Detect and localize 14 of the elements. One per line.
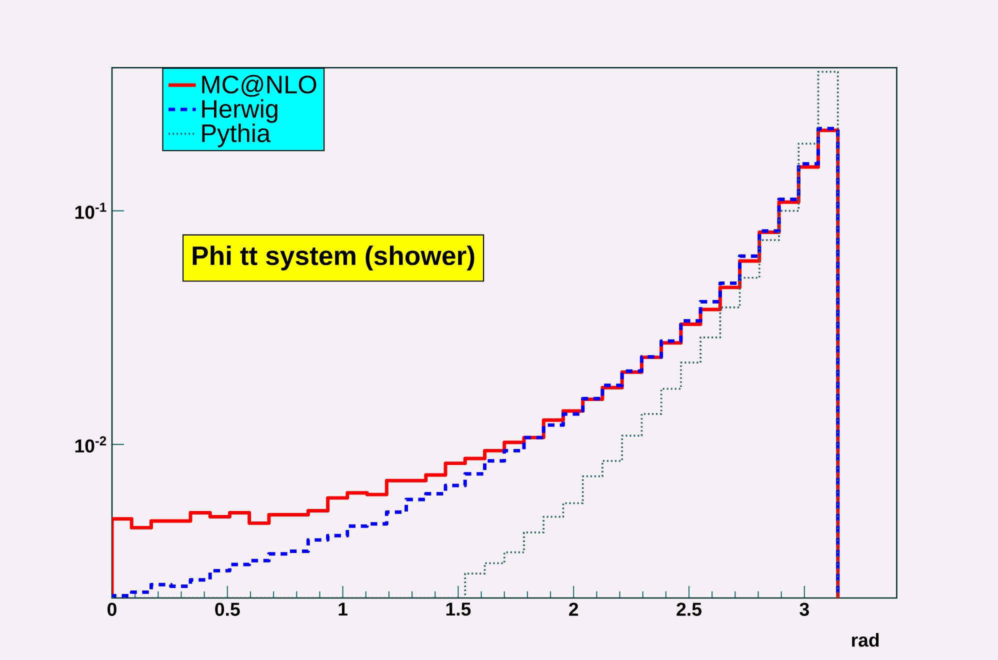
y-tick-label: 10$^{-1}$ xyxy=(75,202,106,219)
legend-label: MC@NLO xyxy=(202,74,316,97)
x-tick-label: 0.5 xyxy=(215,602,240,616)
x-tick-label: 0 xyxy=(108,602,116,616)
y-tick-label: 10$^{-2}$ xyxy=(75,436,106,453)
x-tick-label: 2 xyxy=(569,602,578,616)
x-tick-label: 1 xyxy=(338,602,348,616)
legend-label: Herwig xyxy=(202,99,278,123)
x-axis-title: rad xyxy=(852,633,879,647)
text: Phi tt system (shower) xyxy=(192,246,474,270)
x-tick-label: 2.5 xyxy=(676,602,702,616)
legend-label: Pythia xyxy=(202,124,271,148)
x-tick-label: 3 xyxy=(800,602,809,616)
x-tick-label: 1.5 xyxy=(446,602,471,616)
